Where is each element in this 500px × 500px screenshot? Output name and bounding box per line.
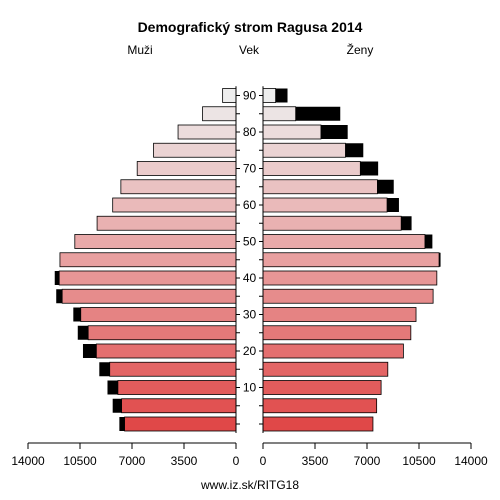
male-x-tick-label: 10500 [63,454,97,468]
female-bar-25-29 [262,325,412,341]
male-bar-55-59 [96,215,237,231]
female-bar-50-54 [262,234,426,249]
male-extra-5-9 [112,398,122,413]
male-bar-30-34 [80,307,237,322]
left-series-label: Muži [127,43,152,57]
female-bar-40-44 [262,270,438,286]
male-x-tick-label: 0 [233,454,240,468]
female-extra-80-84 [320,125,348,139]
female-bar-0-4 [262,416,374,432]
female-extra-70-74 [360,161,379,176]
female-bar-75-79 [262,142,346,158]
age-tick-label: 20 [243,344,257,358]
male-bar-25-29 [87,325,237,341]
right-series-label: Ženy [347,42,374,57]
male-x-tick-label: 7000 [119,454,146,468]
male-bar-40-44 [58,270,237,286]
male-extra-35-39 [56,289,63,304]
female-bar-85-89 [262,106,297,122]
male-extra-15-19 [99,362,110,377]
chart-title: Demografický strom Ragusa 2014 [138,19,363,35]
female-bar-5-9 [262,398,378,414]
male-bars [54,88,237,432]
female-extra-75-79 [345,143,364,158]
female-bar-65-69 [262,179,378,195]
female-x-tick-label: 7000 [354,454,381,468]
female-bar-10-14 [262,380,382,395]
age-tick-label: 70 [243,162,257,176]
female-x-tick-label: 3500 [302,454,329,468]
male-bar-20-24 [95,343,237,359]
male-bar-90+ [222,88,237,103]
male-extra-10-14 [107,380,118,395]
male-extra-0-4 [119,417,125,431]
male-bar-35-39 [61,288,237,304]
female-extra-65-69 [377,179,394,194]
male-bar-5-9 [121,398,237,414]
female-extra-50-54 [424,234,433,249]
male-extra-40-44 [54,271,60,285]
age-tick-label: 50 [243,235,257,249]
male-bar-80-84 [177,124,237,140]
male-bar-45-49 [59,252,237,268]
male-bar-65-69 [120,179,237,195]
female-bar-70-74 [262,161,361,176]
male-extra-30-34 [73,307,81,322]
male-bar-10-14 [117,380,237,395]
female-x-tick-label: 0 [260,454,267,468]
male-x-tick-label: 14000 [11,454,45,468]
age-tick-label: 10 [243,381,257,395]
male-bar-75-79 [153,142,237,158]
female-bar-90+ [262,88,277,103]
age-axis: 90 80 70 60 50 40 30 20 10 [235,86,264,433]
female-bar-15-19 [262,361,389,377]
female-bar-80-84 [262,124,322,140]
male-bar-85-89 [202,106,237,122]
male-bar-70-74 [136,161,237,176]
male-bar-0-4 [124,416,237,432]
age-tick-label: 40 [243,271,257,285]
female-extra-90+ [275,88,288,103]
age-tick-label: 80 [243,125,257,139]
male-bar-60-64 [112,197,237,213]
male-extra-20-24 [82,344,97,358]
female-extra-45-49 [439,252,441,267]
female-extra-85-89 [295,106,341,121]
age-tick-label: 90 [243,89,257,103]
female-bar-20-24 [262,343,404,359]
female-bar-30-34 [262,307,417,322]
female-bar-55-59 [262,215,402,231]
female-bar-35-39 [262,288,434,304]
age-axis-label: Vek [239,43,260,57]
x-axes: 14000 14000 10500 10500 7000 7000 3500 3500 0 0 [11,442,488,468]
female-bar-45-49 [262,252,440,268]
male-x-tick-label: 3500 [171,454,198,468]
female-bars [262,88,441,432]
female-x-tick-label: 10500 [402,454,436,468]
male-bar-15-19 [109,361,237,377]
age-tick-label: 30 [243,308,257,322]
footer-source: www.iz.sk/RITG18 [200,478,299,492]
female-bar-60-64 [262,197,388,213]
male-extra-25-29 [77,325,89,340]
male-bar-50-54 [74,234,237,249]
female-extra-55-59 [401,216,412,231]
female-x-tick-label: 14000 [454,454,488,468]
age-tick-label: 60 [243,198,257,212]
female-extra-60-64 [387,198,399,212]
